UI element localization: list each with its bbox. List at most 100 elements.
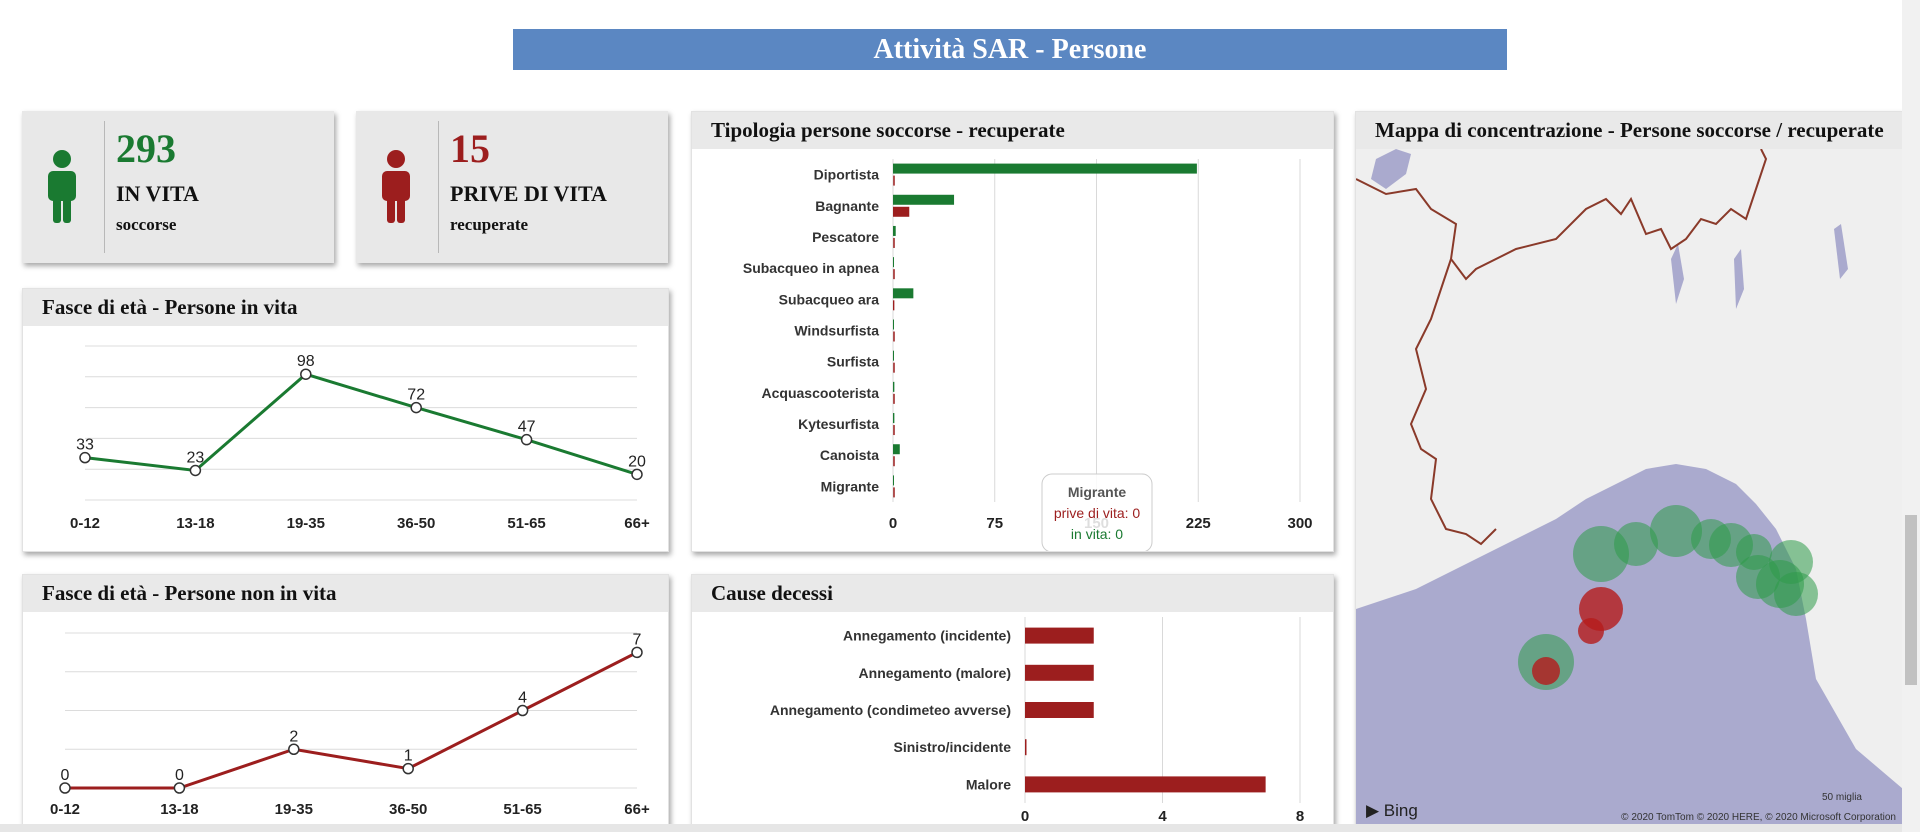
data-label: 7 bbox=[633, 631, 642, 648]
concentration-map[interactable] bbox=[1356, 149, 1902, 826]
map-panel[interactable]: Mappa di concentrazione - Persone soccor… bbox=[1355, 111, 1902, 826]
data-label: 1 bbox=[404, 748, 413, 765]
kpi-separator bbox=[104, 121, 105, 253]
bubble-alive[interactable] bbox=[1614, 522, 1658, 566]
x-tick-label: 0-12 bbox=[50, 801, 80, 818]
category-label: Annegamento (incidente) bbox=[843, 628, 1011, 644]
category-label: Diportista bbox=[814, 167, 880, 183]
category-label: Pescatore bbox=[812, 229, 879, 245]
bubble-dead[interactable] bbox=[1578, 618, 1604, 644]
x-tick-label: 13-18 bbox=[160, 801, 198, 818]
scroll-thumb[interactable] bbox=[1905, 515, 1917, 685]
tooltip: Migrante prive di vita: 0 in vita: 0 bbox=[1041, 473, 1153, 551]
bar bbox=[1025, 702, 1094, 718]
kpi-alive-card[interactable]: 293 IN VITA soccorse bbox=[22, 111, 334, 263]
kpi-alive-label: IN VITA bbox=[116, 181, 199, 206]
category-label: Subacqueo in apnea bbox=[743, 260, 879, 276]
age-dead-panel: Fasce di età - Persone non in vita 0 0 2 1 4… bbox=[22, 574, 669, 826]
data-label: 2 bbox=[289, 728, 298, 745]
data-point bbox=[300, 368, 312, 380]
tipologia-chart: 075150225300DiportistaBagnantePescatoreS… bbox=[743, 159, 1313, 551]
category-label: Surfista bbox=[827, 354, 879, 370]
lake-shape bbox=[1371, 149, 1411, 189]
kpi-dead-card[interactable]: 15 PRIVE DI VITA recuperate bbox=[356, 111, 668, 263]
map-scale: 50 miglia bbox=[1821, 792, 1862, 803]
data-label: 20 bbox=[628, 453, 646, 470]
data-label: 23 bbox=[187, 449, 205, 466]
bubble-alive[interactable] bbox=[1774, 572, 1818, 616]
x-tick-label: 19-35 bbox=[275, 801, 313, 818]
data-label: 0 bbox=[61, 767, 70, 784]
data-point bbox=[189, 464, 202, 477]
category-label: Acquascooterista bbox=[762, 385, 880, 401]
data-point bbox=[631, 646, 643, 659]
data-label: 98 bbox=[297, 353, 315, 370]
bar-alive bbox=[893, 381, 895, 392]
lake-shape bbox=[1671, 244, 1684, 304]
category-label: Annegamento (condimeteo avverse) bbox=[770, 702, 1011, 718]
x-tick-label: 225 bbox=[1186, 515, 1211, 532]
bar-alive bbox=[893, 257, 894, 268]
data-label: 33 bbox=[76, 437, 94, 454]
x-tick-label: 19-35 bbox=[287, 515, 325, 532]
data-label: 4 bbox=[518, 690, 527, 707]
national-border bbox=[1409, 258, 1497, 546]
cause-panel: Cause decessi 0 4 8 Annegamento (incidente)… bbox=[691, 574, 1334, 826]
x-tick-label: 13-18 bbox=[176, 515, 214, 532]
tipologia-title: Tipologia persone soccorse - recuperate bbox=[692, 112, 1333, 149]
kpi-dead-value: 15 bbox=[450, 126, 490, 171]
bar bbox=[1025, 739, 1027, 756]
category-label: Subacqueo ara bbox=[779, 291, 880, 307]
map-bubbles[interactable] bbox=[1518, 505, 1818, 690]
kpi-dead-sublabel: recuperate bbox=[450, 215, 529, 234]
kpi-dead-label: PRIVE DI VITA bbox=[450, 181, 607, 206]
person-alive-svg bbox=[48, 150, 76, 223]
x-tick-label: 0 bbox=[889, 515, 897, 532]
kpi-alive-value: 293 bbox=[116, 126, 176, 171]
cause-chart: 0 4 8 Annegamento (incidente) Annegamento (m… bbox=[770, 617, 1304, 825]
category-label: Annegamento (malore) bbox=[859, 665, 1011, 681]
person-alive-icon bbox=[46, 149, 78, 228]
tooltip-box bbox=[1041, 473, 1153, 551]
data-label: 47 bbox=[518, 419, 536, 436]
data-point bbox=[59, 782, 71, 794]
person-dead-svg bbox=[382, 150, 410, 223]
bar-alive bbox=[893, 475, 894, 486]
vertical-scrollbar[interactable] bbox=[1902, 0, 1920, 832]
data-point bbox=[631, 468, 643, 481]
age-dead-chart: 0 0 2 1 4 7 0-12 13-18 19-35 36-50 51-65 66+ bbox=[50, 631, 650, 818]
age-alive-chart: 33 23 98 72 47 20 0-12 13-18 19-35 36-50 51-65 66+ bbox=[70, 345, 650, 532]
age-alive-panel: Fasce di età - Persone in vita 33 23 98 72 4… bbox=[22, 288, 669, 552]
lake-shape bbox=[1834, 224, 1848, 279]
category-label: Windsurfista bbox=[794, 323, 879, 339]
kpi-separator bbox=[438, 121, 439, 253]
bar bbox=[1025, 776, 1266, 793]
data-label: 72 bbox=[407, 387, 425, 404]
map-title: Mappa di concentrazione - Persone soccor… bbox=[1356, 112, 1902, 149]
category-label: Bagnante bbox=[815, 198, 879, 214]
age-dead-title: Fasce di età - Persone non in vita bbox=[23, 575, 668, 612]
tooltip-title: Migrante bbox=[1068, 484, 1127, 500]
bar-alive bbox=[893, 225, 896, 236]
tooltip-alive: in vita: 0 bbox=[1071, 526, 1123, 542]
bar-dead bbox=[893, 206, 910, 217]
bar-alive bbox=[893, 194, 955, 205]
data-point bbox=[173, 782, 186, 794]
x-tick-label: 8 bbox=[1296, 808, 1304, 825]
bar-alive bbox=[893, 444, 900, 455]
bing-label: Bing bbox=[1383, 801, 1418, 820]
bar-alive bbox=[893, 413, 895, 424]
age-alive-title: Fasce di età - Persone in vita bbox=[23, 289, 668, 326]
horizontal-scrollbar[interactable] bbox=[0, 824, 1902, 832]
x-tick-label: 0-12 bbox=[70, 515, 100, 532]
bubble-alive[interactable] bbox=[1650, 505, 1702, 557]
category-label: Kytesurfista bbox=[798, 416, 879, 432]
x-tick-label: 66+ bbox=[624, 515, 650, 532]
bubble-dead[interactable] bbox=[1532, 657, 1560, 685]
x-tick-label: 4 bbox=[1158, 808, 1167, 825]
data-point bbox=[520, 433, 533, 446]
data-point bbox=[402, 762, 414, 775]
data-label: 0 bbox=[175, 767, 184, 784]
kpi-alive-sublabel: soccorse bbox=[116, 215, 177, 234]
category-label: Malore bbox=[966, 776, 1011, 792]
